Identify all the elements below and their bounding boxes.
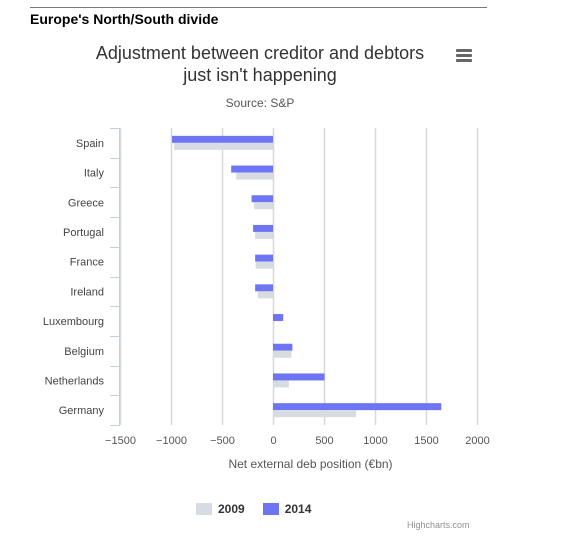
category-label: Germany xyxy=(59,405,105,417)
bar-2009-portugal[interactable] xyxy=(255,231,273,239)
x-tick-label: 0 xyxy=(270,435,276,447)
legend-swatch-2009 xyxy=(196,503,212,515)
bars xyxy=(172,135,442,418)
chart-title-line-1: Adjustment between creditor and debtors xyxy=(95,43,425,63)
category-label: Spain xyxy=(76,138,104,150)
category-label: France xyxy=(70,257,104,269)
category-label: Belgium xyxy=(64,346,104,358)
bar-2009-luxembourg[interactable] xyxy=(273,321,275,329)
category-axis xyxy=(110,128,120,426)
hamburger-menu-icon[interactable] xyxy=(454,46,476,66)
menu-bar xyxy=(456,59,472,62)
bar-2009-netherlands[interactable] xyxy=(273,380,289,388)
x-tick-label: 1500 xyxy=(414,435,438,447)
menu-bar xyxy=(456,49,472,52)
bar-2014-luxembourg[interactable] xyxy=(273,314,284,322)
bar-2009-ireland[interactable] xyxy=(257,291,273,299)
chart-title: Adjustment between creditor and debtors … xyxy=(60,42,460,86)
bar-2014-belgium[interactable] xyxy=(273,343,293,351)
category-label: Italy xyxy=(84,168,105,180)
bar-2014-portugal[interactable] xyxy=(253,224,273,232)
x-tick-label: 500 xyxy=(315,435,333,447)
x-tick-label: 2000 xyxy=(465,435,489,447)
chart-title-line-2: just isn't happening xyxy=(183,65,337,85)
bar-2014-france[interactable] xyxy=(255,254,273,262)
legend-swatch-2014 xyxy=(262,503,279,515)
chart-subtitle: Source: S&P xyxy=(225,96,295,110)
category-label: Ireland xyxy=(70,286,104,298)
bar-2009-belgium[interactable] xyxy=(273,350,292,358)
page-heading: Europe's North/South divide xyxy=(30,11,219,27)
x-tick-label: −1500 xyxy=(105,435,136,447)
category-label: Netherlands xyxy=(45,375,105,387)
axis-labels: −1500 −1000 −500 0 500 1000 1500 2000 Spain Italy… xyxy=(43,138,490,471)
legend-item-2009[interactable]: 2009 xyxy=(196,502,245,516)
category-label: Greece xyxy=(68,197,104,209)
x-axis-title: Net external deb position (€bn) xyxy=(228,457,392,471)
x-tick-label: 1000 xyxy=(363,435,387,447)
legend: 2009 2014 xyxy=(196,502,311,516)
bar-2009-spain[interactable] xyxy=(174,142,273,150)
bar-2014-ireland[interactable] xyxy=(255,284,273,292)
legend-item-2014[interactable]: 2014 xyxy=(262,502,312,516)
legend-label-2014: 2014 xyxy=(284,502,312,516)
bar-2014-greece[interactable] xyxy=(251,195,273,203)
bar-2009-greece[interactable] xyxy=(254,202,273,210)
credits-link[interactable]: Highcharts.com xyxy=(407,520,470,530)
legend-label-2009: 2009 xyxy=(218,502,245,516)
x-tick-label: −500 xyxy=(210,435,235,447)
category-label: Portugal xyxy=(63,227,104,239)
bar-2009-france[interactable] xyxy=(255,261,273,269)
bar-2014-netherlands[interactable] xyxy=(273,373,325,381)
category-label: Luxembourg xyxy=(43,316,104,328)
x-tick-label: −1000 xyxy=(156,435,187,447)
menu-bar xyxy=(456,54,472,57)
bar-2009-italy[interactable] xyxy=(236,172,273,180)
bar-2014-germany[interactable] xyxy=(273,403,442,411)
top-divider xyxy=(30,7,487,8)
bar-2014-italy[interactable] xyxy=(231,165,273,173)
bar-2014-spain[interactable] xyxy=(172,135,273,143)
bar-2009-germany[interactable] xyxy=(273,410,357,418)
